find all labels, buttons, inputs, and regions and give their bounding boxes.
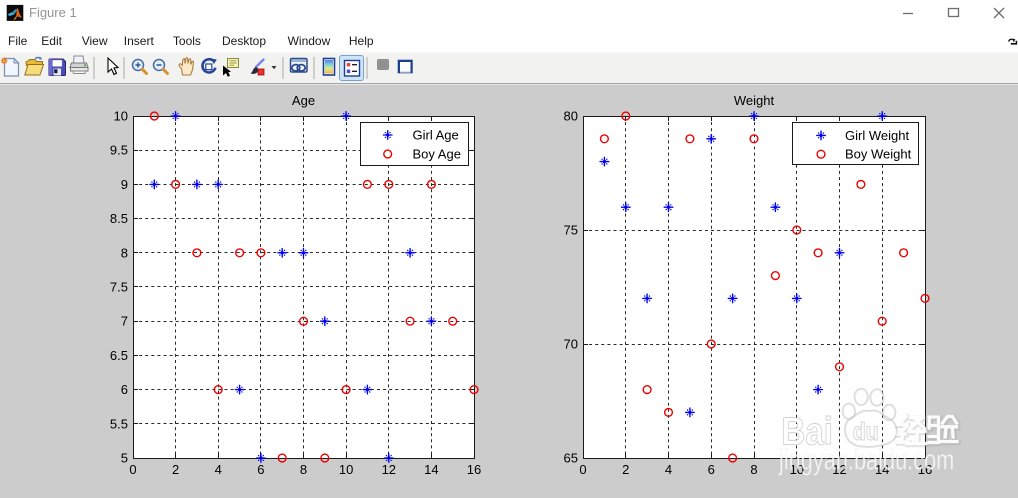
svg-text:2: 2 — [172, 462, 179, 477]
svg-text:5.5: 5.5 — [110, 416, 128, 431]
svg-text:jingyan.baidu.com: jingyan.baidu.com — [778, 445, 954, 477]
svg-text:Girl Weight: Girl Weight — [845, 128, 909, 143]
svg-text:6: 6 — [708, 462, 715, 477]
svg-text:Weight: Weight — [734, 93, 775, 108]
svg-text:du: du — [853, 417, 879, 445]
svg-text:16: 16 — [918, 462, 932, 477]
svg-text:8: 8 — [121, 245, 128, 260]
svg-text:75: 75 — [564, 223, 578, 238]
svg-text:65: 65 — [564, 451, 578, 466]
svg-text:2: 2 — [622, 462, 629, 477]
svg-text:Bai: Bai — [781, 409, 833, 453]
svg-text:6: 6 — [257, 462, 264, 477]
svg-text:6.5: 6.5 — [110, 348, 128, 363]
svg-text:0: 0 — [579, 462, 586, 477]
svg-text:10: 10 — [790, 462, 804, 477]
svg-text:4: 4 — [215, 462, 222, 477]
svg-text:12: 12 — [382, 462, 396, 477]
svg-text:7.5: 7.5 — [110, 280, 128, 295]
svg-text:8: 8 — [300, 462, 307, 477]
svg-text:5: 5 — [121, 451, 128, 466]
svg-text:70: 70 — [564, 337, 578, 352]
svg-text:10: 10 — [114, 109, 128, 124]
svg-text:Boy Age: Boy Age — [413, 147, 461, 162]
svg-text:12: 12 — [832, 462, 846, 477]
svg-text:Age: Age — [292, 93, 315, 108]
svg-text:16: 16 — [467, 462, 481, 477]
svg-text:4: 4 — [665, 462, 672, 477]
svg-text:10: 10 — [339, 462, 353, 477]
svg-text:7: 7 — [121, 314, 128, 329]
svg-text:Boy Weight: Boy Weight — [845, 147, 912, 162]
svg-text:14: 14 — [875, 462, 889, 477]
svg-text:9.5: 9.5 — [110, 143, 128, 158]
svg-text:80: 80 — [564, 109, 578, 124]
svg-text:Girl Age: Girl Age — [413, 128, 459, 143]
svg-text:0: 0 — [129, 462, 136, 477]
svg-text:6: 6 — [121, 382, 128, 397]
svg-text:14: 14 — [424, 462, 438, 477]
svg-text:8.5: 8.5 — [110, 211, 128, 226]
svg-text:9: 9 — [121, 177, 128, 192]
svg-text:8: 8 — [750, 462, 757, 477]
